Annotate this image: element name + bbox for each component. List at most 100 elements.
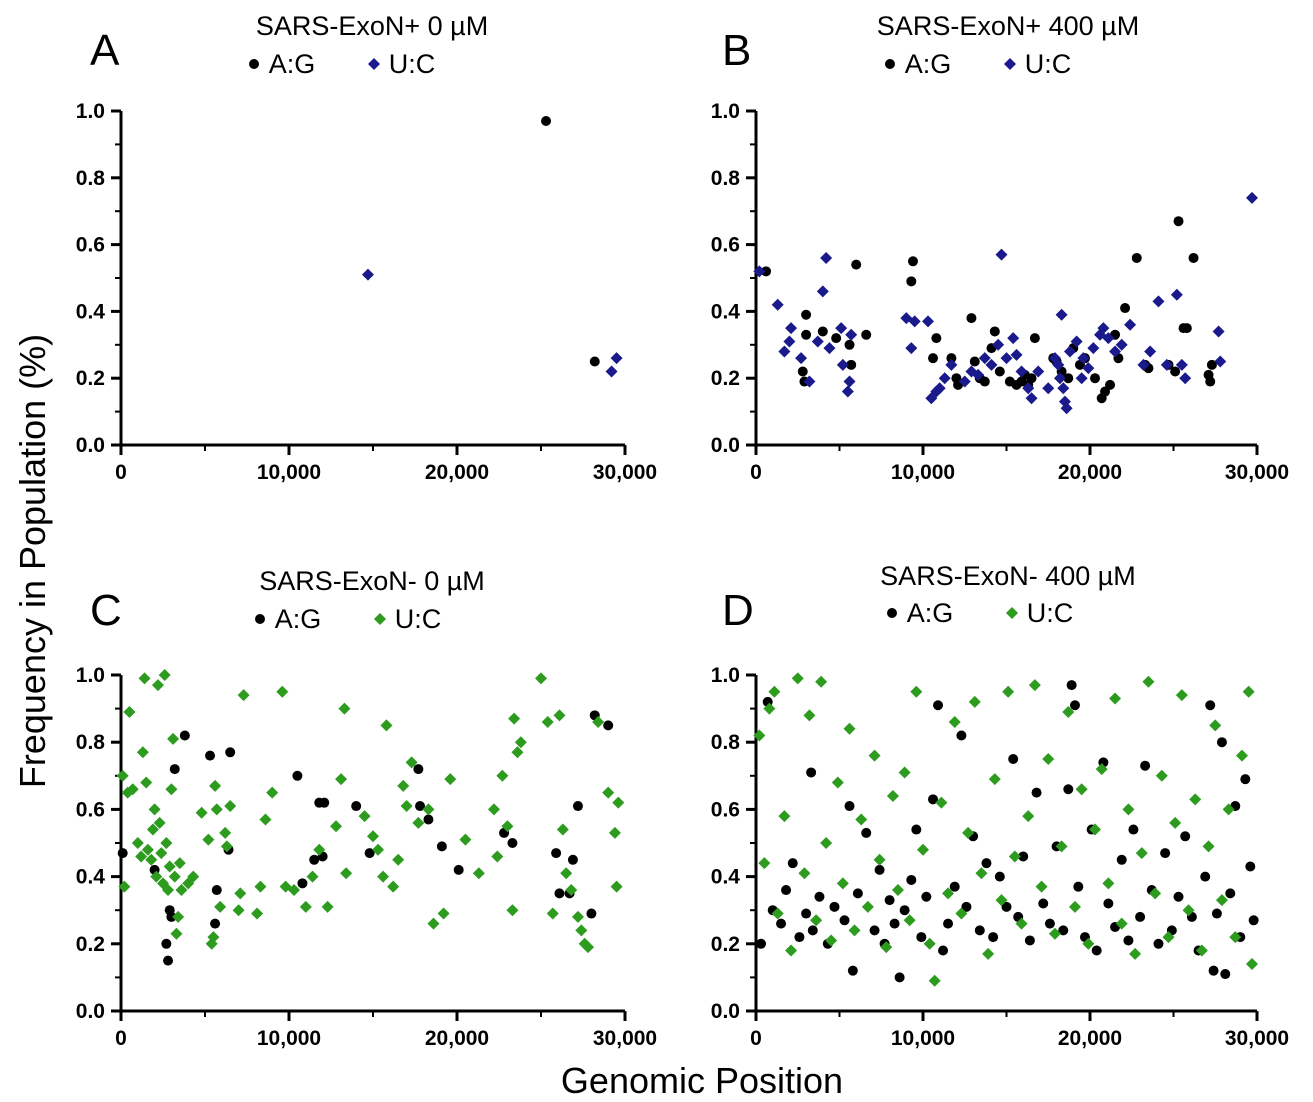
point-u-c [219,826,232,839]
panel-b: B SARS-ExoN+ 400 µM A:G U:C 0.0 0.2 0.4 0.6 0.8 1… [711,11,1289,484]
point-a-g [797,366,808,377]
point-u-c [791,672,804,685]
point-a-g [1120,303,1131,314]
point-a-g [869,925,880,936]
y-tick-label: 0.4 [76,866,106,889]
point-a-g [169,764,180,775]
point-u-c [377,870,390,883]
point-a-g [554,888,565,899]
point-u-c [978,352,991,365]
point-u-c [982,947,995,960]
y-tick-label: 0.4 [711,300,741,323]
point-u-c [202,833,215,846]
x-tick-label: 20,000 [1058,1027,1122,1050]
point-u-c [1002,685,1015,698]
x-tick-label: 10,000 [257,1027,321,1050]
point-u-c [251,907,264,920]
point-u-c [763,702,776,715]
legend-label: U:C [1027,598,1074,628]
point-u-c [820,251,833,264]
point-a-g [541,116,552,127]
point-a-g [928,794,939,805]
point-u-c [459,833,472,846]
y-tick-label: 0.0 [711,434,740,457]
panel-a: A SARS-ExoN+ 0 µM A:G U:C 0.0 0.2 0.4 0.6 0.8 1.0… [76,11,657,484]
point-u-c [506,904,519,917]
point-u-c [841,385,854,398]
panel-letter: A [90,26,120,75]
point-u-c [472,867,485,880]
y-tick-label: 1.0 [76,664,105,687]
point-a-g [1008,754,1019,764]
point-u-c [214,900,227,913]
point-a-g [956,730,967,741]
point-a-g [981,858,992,869]
point-a-g [979,376,990,387]
y-tick-label: 0.2 [711,367,740,390]
point-u-c [1229,931,1242,944]
point-a-g [961,901,972,912]
point-u-c [985,358,998,371]
point-u-c [1032,365,1045,378]
y-tick-label: 0.6 [76,798,105,821]
point-u-c [778,345,791,358]
legend-label: A:G [907,598,954,628]
point-u-c [1087,342,1100,355]
point-a-g [1063,784,1074,795]
point-u-c [321,900,334,913]
point-u-c [501,820,514,833]
point-a-g [1024,935,1035,946]
point-u-c [313,843,326,856]
point-u-c [848,924,861,937]
point-u-c [1077,352,1090,365]
point-u-c [254,880,267,893]
point-u-c [1144,345,1157,358]
y-tick-label: 0.8 [711,167,741,190]
point-u-c [123,705,136,718]
point-u-c [173,857,186,870]
point-u-c [1035,880,1048,893]
point-u-c [968,695,981,708]
point-u-c [972,368,985,381]
point-u-c [1195,944,1208,957]
point-a-g [319,797,330,808]
point-u-c [1175,689,1188,702]
point-u-c [146,823,159,836]
point-a-g [884,895,895,906]
point-a-g [1073,881,1084,892]
point-u-c [1162,931,1175,944]
legend-marker [255,614,265,624]
point-a-g [1140,760,1151,771]
point-u-c [835,322,848,335]
point-a-g [1091,945,1102,956]
point-a-g [1181,323,1192,334]
point-a-g [801,329,812,340]
point-a-g [1173,891,1184,902]
point-u-c [361,268,374,281]
point-u-c [592,716,605,729]
point-u-c [535,672,547,685]
point-u-c [491,850,504,863]
point-a-g [1153,938,1164,949]
point-u-c [1063,345,1076,358]
point-u-c [1070,335,1083,348]
point-a-g [916,932,927,943]
point-u-c [575,924,588,937]
point-u-c [602,786,615,799]
legend-label: U:C [1025,49,1072,79]
point-a-g [861,827,872,838]
point-u-c [903,914,916,927]
point-a-g [907,256,918,267]
point-a-g [423,814,434,825]
point-u-c [1235,749,1248,762]
point-a-g [589,356,600,367]
point-u-c [160,837,173,849]
point-a-g [507,838,518,848]
point-u-c [145,853,158,866]
point-a-g [309,854,320,865]
point-u-c [778,810,791,823]
point-u-c [845,328,858,341]
point-u-c [608,826,621,839]
point-u-c [1202,840,1215,853]
point-u-c [1097,322,1110,335]
